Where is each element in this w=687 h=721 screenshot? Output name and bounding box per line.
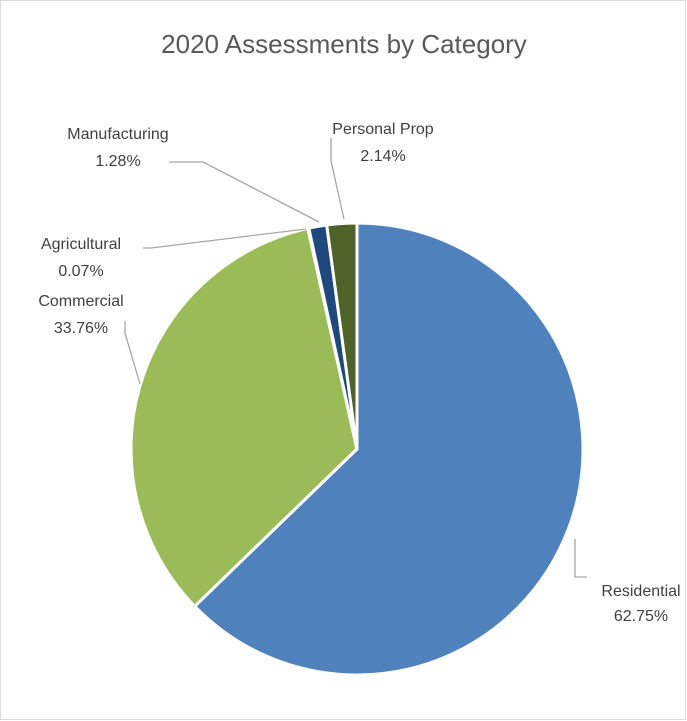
category-label-personal-prop: Personal Prop: [332, 121, 433, 138]
category-label-residential: Residential: [601, 583, 680, 600]
percent-label-personal-prop: 2.14%: [360, 148, 405, 165]
chart-title: 2020 Assessments by Category: [161, 29, 527, 59]
pie-slice-residential: [193, 221, 585, 677]
percent-label-commercial: 33.76%: [54, 320, 108, 337]
percent-label-agricultural: 0.07%: [58, 263, 103, 280]
leader-line-residential: [574, 539, 587, 578]
category-label-agricultural: Agricultural: [41, 236, 121, 253]
category-label-commercial: Commercial: [38, 293, 123, 310]
pie-slice-personal-prop: [325, 221, 359, 451]
percent-label-manufacturing: 1.28%: [95, 153, 140, 170]
leader-line-commercial: [124, 321, 141, 385]
pie-slice-commercial: [129, 226, 359, 608]
percent-label-residential: 62.75%: [614, 608, 668, 625]
leader-line-manufacturing: [169, 161, 320, 223]
category-label-manufacturing: Manufacturing: [67, 126, 168, 143]
leader-line-personal-prop: [330, 138, 345, 220]
leader-line-agricultural: [143, 228, 307, 249]
